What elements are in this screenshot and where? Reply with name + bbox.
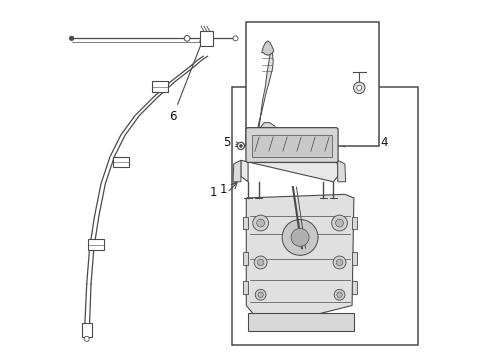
Circle shape <box>239 144 242 147</box>
Circle shape <box>69 36 74 41</box>
Circle shape <box>333 289 344 300</box>
Bar <box>152 81 168 92</box>
Bar <box>242 281 247 294</box>
Text: 1: 1 <box>219 181 237 195</box>
Circle shape <box>252 215 268 231</box>
Circle shape <box>290 228 308 246</box>
Bar <box>351 281 357 294</box>
Polygon shape <box>257 47 273 132</box>
Bar <box>88 239 103 250</box>
Polygon shape <box>241 160 337 182</box>
Circle shape <box>356 85 361 90</box>
Bar <box>242 252 247 265</box>
Circle shape <box>282 220 317 255</box>
Polygon shape <box>261 41 273 55</box>
Bar <box>113 157 128 167</box>
Circle shape <box>335 219 343 227</box>
Text: 2: 2 <box>247 66 261 79</box>
Bar <box>200 31 213 45</box>
Circle shape <box>184 36 190 41</box>
Bar <box>231 87 418 345</box>
Bar <box>246 22 378 146</box>
Circle shape <box>237 142 244 149</box>
Circle shape <box>84 336 89 341</box>
Circle shape <box>332 256 346 269</box>
Polygon shape <box>246 194 353 316</box>
Bar <box>81 323 92 337</box>
Circle shape <box>353 82 364 94</box>
Circle shape <box>258 292 263 297</box>
Circle shape <box>336 292 342 297</box>
Bar <box>351 252 357 265</box>
Polygon shape <box>337 160 345 182</box>
Circle shape <box>256 219 264 227</box>
Bar <box>247 313 353 330</box>
Bar <box>251 135 332 157</box>
Circle shape <box>331 215 346 231</box>
Circle shape <box>255 289 265 300</box>
Circle shape <box>254 256 266 269</box>
Circle shape <box>257 259 264 266</box>
Text: 5: 5 <box>223 136 240 149</box>
Polygon shape <box>233 160 241 182</box>
Text: 3: 3 <box>354 55 362 74</box>
Text: 6: 6 <box>169 38 203 123</box>
Text: 4: 4 <box>339 136 387 149</box>
Bar <box>242 217 247 229</box>
Polygon shape <box>257 123 274 140</box>
Circle shape <box>336 259 342 266</box>
Text: 1: 1 <box>210 186 217 199</box>
Circle shape <box>233 36 238 41</box>
Bar <box>351 217 357 229</box>
FancyBboxPatch shape <box>245 128 337 162</box>
